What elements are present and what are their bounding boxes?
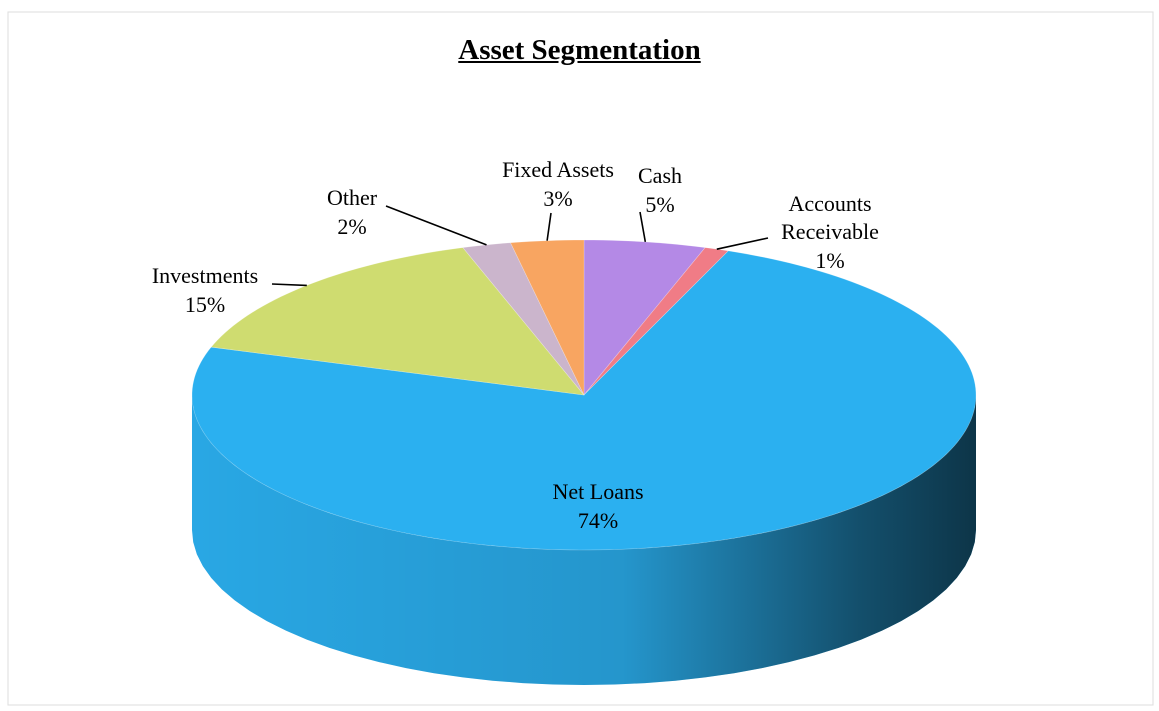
leader-line — [639, 211, 647, 243]
leader-line — [546, 212, 552, 241]
slice-value-label: 1% — [815, 248, 845, 273]
slice-name: Other — [326, 185, 378, 210]
slice-label: Cash 5% — [638, 162, 682, 220]
slice-label: Investments 15% — [152, 262, 258, 320]
pie-slice — [510, 239, 585, 396]
slice-value-label: 74% — [577, 508, 619, 533]
slice-name: Cash — [638, 163, 682, 188]
pie-slice — [191, 250, 977, 551]
frame — [7, 11, 1154, 706]
slice-name: Fixed Assets — [502, 157, 614, 182]
slice-value-label: 15% — [184, 292, 226, 317]
slice-value-label: 2% — [337, 214, 367, 239]
slice-label: Other 2% — [327, 184, 377, 242]
slice-label: Net Loans 74% — [552, 478, 643, 536]
leader-line — [716, 237, 769, 250]
slice-name: Investments — [151, 263, 259, 288]
pie-slice — [462, 242, 585, 396]
chart-title: Asset Segmentation — [458, 34, 701, 66]
slice-label: Accounts Receivable 1% — [760, 190, 900, 276]
pie-side-shade — [192, 395, 976, 685]
pie-slice — [583, 239, 706, 396]
slice-name: Net Loans — [552, 479, 644, 504]
slice-value-label: 5% — [645, 192, 675, 217]
leader-line — [385, 205, 487, 246]
slice-name: Accounts Receivable — [781, 191, 879, 244]
leader-line — [271, 283, 307, 287]
slice-label: Fixed Assets 3% — [502, 156, 614, 214]
slice-value-label: 3% — [543, 186, 573, 211]
